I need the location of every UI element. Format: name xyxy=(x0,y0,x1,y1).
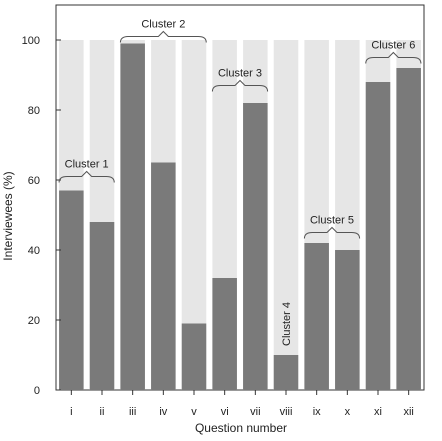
x-tick-label-vii: vii xyxy=(250,406,260,418)
cluster-bracket-2 xyxy=(119,30,207,43)
x-tick-label-v: v xyxy=(191,406,197,418)
y-tick-label-100: 100 xyxy=(22,35,40,47)
x-tick-label-viii: viii xyxy=(280,406,293,418)
bar-vi xyxy=(212,278,237,390)
cluster-bracket-3 xyxy=(211,79,269,92)
cluster-bracket-1 xyxy=(58,170,115,183)
bar-i xyxy=(59,190,84,390)
y-tick-label-0: 0 xyxy=(34,385,40,397)
bar-vii xyxy=(243,103,268,390)
cluster-label-6: Cluster 6 xyxy=(371,40,415,52)
y-tick-label-60: 60 xyxy=(28,175,40,187)
cluster-label-5: Cluster 5 xyxy=(310,215,354,227)
plot-frame xyxy=(55,4,425,391)
bar-iv xyxy=(151,162,176,390)
y-tick-label-80: 80 xyxy=(28,105,40,117)
x-tick-label-xi: xi xyxy=(374,406,382,418)
bar-xii xyxy=(396,68,421,390)
cluster-label-1: Cluster 1 xyxy=(65,159,109,171)
x-tick-label-iv: iv xyxy=(159,406,167,418)
bar-viii xyxy=(273,355,299,390)
cluster-bracket-5 xyxy=(303,226,361,239)
x-tick-label-iii: iii xyxy=(129,406,136,418)
x-tick-label-x: x xyxy=(345,406,351,418)
x-axis-title: Question number xyxy=(195,421,287,435)
cluster-label-3: Cluster 3 xyxy=(218,68,262,80)
y-tick-label-20: 20 xyxy=(28,315,40,327)
x-tick-label-xii: xii xyxy=(403,406,413,418)
bar-xi xyxy=(365,82,391,390)
bar-ix xyxy=(304,243,329,390)
x-tick-label-ii: ii xyxy=(100,406,105,418)
bar-v xyxy=(181,323,207,390)
cluster-label-2: Cluster 2 xyxy=(141,19,185,31)
x-tick-label-i: i xyxy=(70,406,72,418)
bar-x xyxy=(335,250,360,390)
cluster-label-4: Cluster 4 xyxy=(281,302,293,346)
bar-iii xyxy=(120,43,145,390)
y-axis-title: Interviewees (%) xyxy=(1,171,15,260)
background-bar-viii xyxy=(273,40,299,390)
y-tick-label-40: 40 xyxy=(28,245,40,257)
cluster-bracket-6 xyxy=(365,51,422,64)
x-tick-label-vi: vi xyxy=(221,406,229,418)
bar-ii xyxy=(89,222,115,390)
x-tick-label-ix: ix xyxy=(313,406,321,418)
